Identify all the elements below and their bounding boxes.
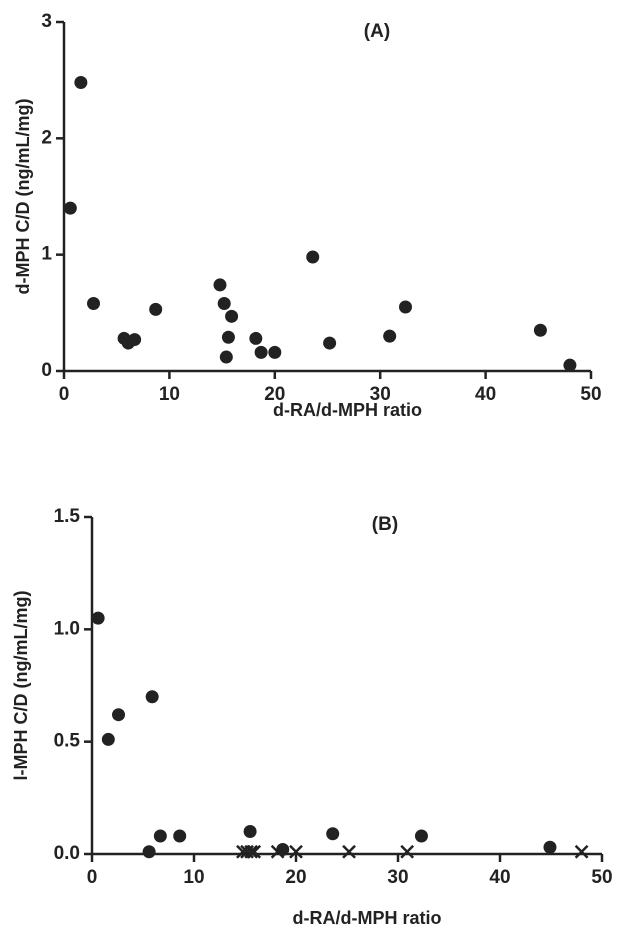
dot-point [254,345,268,359]
dot-point [173,829,187,843]
x-tick-label: 20 [264,384,285,405]
dot-point [101,732,115,746]
dot-point [225,309,239,323]
chart-title: (B) [372,514,398,535]
dot-point [112,708,126,722]
cross-point [244,844,259,859]
cross-point [400,844,415,859]
y-tick-label: 2 [41,127,52,148]
dot-point [149,302,163,316]
dot-point [213,278,227,292]
dot-point [145,690,159,704]
dot-point [323,336,337,350]
chart-title: (A) [364,21,390,42]
dot-point [306,250,320,264]
dot-point [217,297,231,311]
x-tick-label: 40 [489,867,510,888]
x-tick-label: 0 [87,867,98,888]
y-tick-label: 0.0 [54,843,80,864]
dot-point [221,330,235,344]
x-tick-label: 10 [183,867,204,888]
y-tick-label: 0 [41,360,52,381]
dot-point [326,827,340,841]
dot-point [142,845,156,859]
x-tick-label: 30 [370,384,391,405]
x-tick-label: 10 [159,384,180,405]
x-tick-label: 30 [387,867,408,888]
x-axis-label: d-RA/d-MPH ratio [293,908,442,928]
dot-point [398,300,412,314]
cross-point [342,844,356,859]
y-tick-label: 1 [41,244,52,265]
y-axis-label: d-MPH C/D (ng/mL/mg) [13,99,33,295]
x-tick-label: 20 [285,867,306,888]
cross-point [247,844,262,859]
x-tick-label: 0 [59,384,70,405]
dot-point [243,825,257,839]
dot-point [87,297,101,311]
cross-point [574,844,589,859]
y-tick-label: 1.0 [54,618,80,639]
dot-point [414,829,428,843]
dot-point [383,329,397,343]
x-tick-label: 50 [591,867,612,888]
dot-point [91,611,105,625]
cross-point [289,844,303,859]
x-tick-label: 50 [580,384,601,405]
dot-point [563,358,577,372]
cross-point [270,844,285,859]
y-axis-label: l-MPH C/D (ng/mL/mg) [11,591,31,781]
x-axis-label: d-RA/d-MPH ratio [273,400,422,420]
dot-point [543,840,557,854]
dot-point [63,201,77,215]
dot-point [74,75,88,89]
dot-point [219,350,233,364]
dot-point [153,829,167,843]
x-tick-label: 40 [475,384,496,405]
dot-point [533,323,547,337]
dot-point [128,333,142,347]
dot-point [249,331,263,345]
y-tick-label: 0.5 [54,731,81,752]
dot-point [268,345,282,359]
y-tick-label: 3 [41,11,52,32]
y-tick-label: 1.5 [54,506,81,527]
